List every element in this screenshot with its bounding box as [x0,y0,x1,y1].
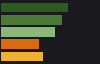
Bar [1,52,42,61]
Bar [1,27,55,37]
Bar [1,15,62,25]
Bar [1,3,68,12]
Bar [1,39,39,49]
